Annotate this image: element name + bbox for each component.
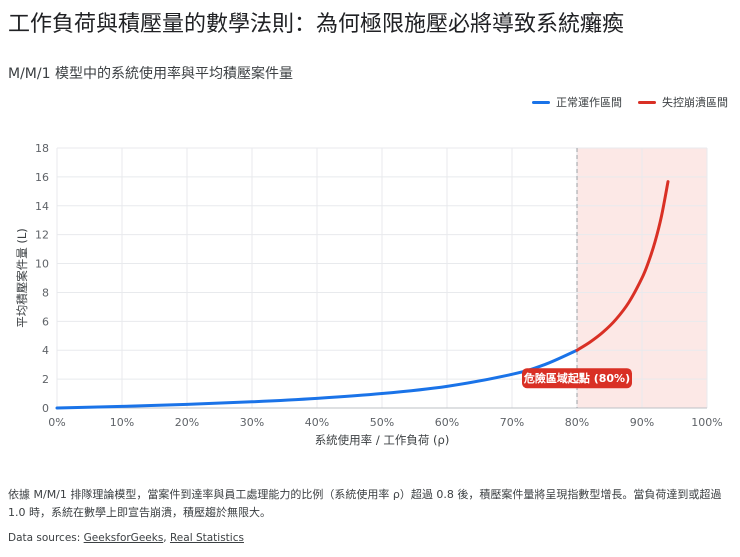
x-tick-label-8: 80% [565,416,589,429]
sources-separator: , [163,532,170,544]
chart-note: 依據 M/M/1 排隊理論模型，當案件到達率與員工處理能力的比例（系統使用率 ρ… [8,488,722,519]
x-tick-label-3: 30% [240,416,264,429]
legend-swatch-collapse [638,100,656,104]
x-tick-label-1: 10% [110,416,134,429]
chart-legend: 正常運作區間 失控崩潰區間 [532,94,728,110]
x-axis-title: 系統使用率 / 工作負荷 (ρ) [315,433,450,447]
x-tick-label-9: 90% [630,416,654,429]
x-tick-label-0: 0% [48,416,65,429]
data-sources: Data sources: GeeksforGeeks, Real Statis… [8,532,244,544]
y-tick-label-10: 10 [35,258,49,271]
y-tick-label-6: 6 [42,315,49,328]
y-tick-label-0: 0 [42,402,49,415]
legend-item-collapse[interactable]: 失控崩潰區間 [638,94,728,110]
x-tick-label-10: 100% [691,416,722,429]
x-tick-label-2: 20% [175,416,199,429]
y-tick-label-18: 18 [35,142,49,155]
x-tick-label-4: 40% [305,416,329,429]
danger-annotation-badge [522,368,632,389]
x-tick-label-6: 60% [435,416,459,429]
x-tick-label-5: 50% [370,416,394,429]
legend-label-collapse: 失控崩潰區間 [662,96,728,109]
sources-prefix: Data sources: [8,532,81,544]
chart-subtitle: M/M/1 模型中的系統使用率與平均積壓案件量 [8,66,293,82]
y-tick-label-12: 12 [35,229,49,242]
series-line-collapse [575,180,670,352]
source-link-real-statistics[interactable]: Real Statistics [169,532,244,544]
y-tick-label-16: 16 [35,171,49,184]
legend-swatch-normal [532,100,550,104]
y-tick-label-14: 14 [35,200,49,213]
danger-annotation-label: 危險區域起點 (80%) [523,371,630,385]
y-axis-title: 平均積壓案件量 (L) [15,228,29,328]
legend-label-normal: 正常運作區間 [556,96,622,109]
page-title: 工作負荷與積壓量的數學法則：為何極限施壓必將導致系統癱瘓 [8,12,625,37]
source-link-geeksforgeeks[interactable]: GeeksforGeeks [83,532,164,544]
legend-item-normal[interactable]: 正常運作區間 [532,94,622,110]
x-tick-label-7: 70% [500,416,524,429]
y-tick-label-4: 4 [42,344,49,357]
y-tick-label-2: 2 [42,373,49,386]
y-tick-label-8: 8 [42,286,49,299]
line-chart: 0 2 4 6 8 10 12 14 16 18 0% 10% 20% 30% 40% 50% 60% 70% 80… [15,142,723,447]
